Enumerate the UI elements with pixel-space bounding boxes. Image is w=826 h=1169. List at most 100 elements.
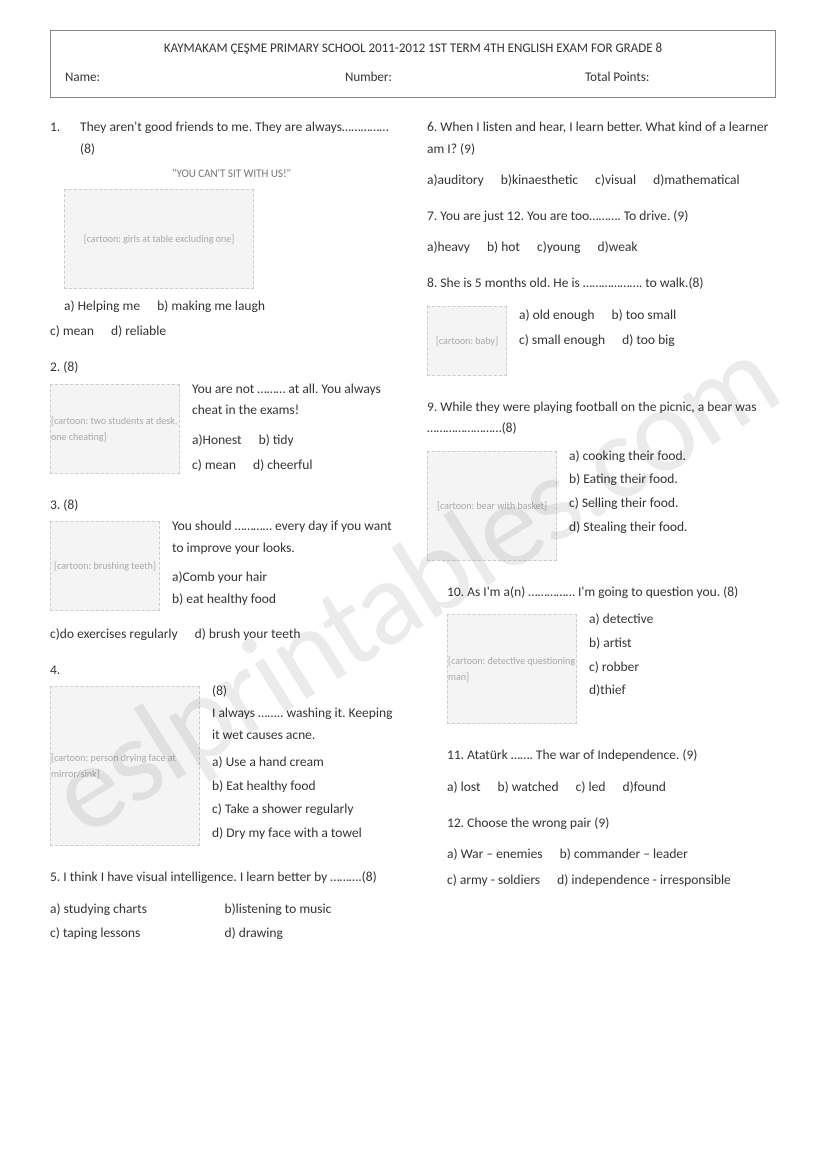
q1-opt-b: b) making me laugh [157, 295, 265, 317]
q8-opt-d: d) too big [622, 329, 674, 351]
q11-text: 11. Atatürk ……. The war of Independence.… [427, 744, 776, 766]
q11-opt-a: a) lost [447, 776, 480, 798]
q3-opt-d: d) brush your teeth [195, 623, 301, 645]
question-1: 1. They aren't good friends to me. They … [50, 116, 399, 342]
q7-opt-c: c)young [537, 236, 580, 258]
question-9: 9. While they were playing football on t… [427, 396, 776, 567]
q1-text: They aren't good friends to me. They are… [80, 116, 399, 159]
q4-opt-c: c) Take a shower regularly [212, 798, 399, 820]
q2-text: You are not ……… at all. You always cheat… [192, 378, 399, 421]
q3-image: [cartoon: brushing teeth] [50, 521, 160, 611]
q2-image: [cartoon: two students at desk, one chea… [50, 384, 180, 474]
q9-opt-a: a) cooking their food. [569, 445, 776, 467]
q8-opt-c: c) small enough [519, 329, 605, 351]
q1-opt-d: d) reliable [111, 320, 166, 342]
q9-opt-c: c) Selling their food. [569, 492, 776, 514]
q11-opt-d: d)found [622, 776, 665, 798]
q3-text: You should ………… every day if you want to… [172, 515, 399, 558]
q6-opt-b: b)kinaesthetic [501, 169, 578, 191]
q8-text: 8. She is 5 months old. He is ………………. to… [427, 272, 776, 294]
q9-image: [cartoon: bear with basket] [427, 451, 557, 561]
q12-opt-b: b) commander – leader [560, 843, 688, 865]
q4-text: I always …….. washing it. Keeping it wet… [212, 702, 399, 745]
q4-image: [cartoon: person drying face at mirror/s… [50, 686, 200, 846]
question-5: 5. I think I have visual intelligence. I… [50, 866, 399, 945]
question-8: 8. She is 5 months old. He is ………………. to… [427, 272, 776, 382]
q8-opt-a: a) old enough [519, 304, 594, 326]
q6-opt-d: d)mathematical [653, 169, 739, 191]
q5-text: 5. I think I have visual intelligence. I… [50, 866, 399, 888]
q12-options: a) War – enemies b) commander – leader c… [427, 843, 776, 890]
q9-options: a) cooking their food. b) Eating their f… [569, 445, 776, 539]
q4-points: (8) [212, 680, 399, 702]
q4-opt-b: b) Eat healthy food [212, 775, 399, 797]
q5-opt-d: d) drawing [225, 922, 400, 944]
q4-opt-d: d) Dry my face with a towel [212, 822, 399, 844]
q1-opt-a: a) Helping me [64, 295, 140, 317]
q6-text: 6. When I listen and hear, I learn bette… [427, 116, 776, 159]
number-label: Number: [345, 70, 585, 85]
q12-opt-a: a) War – enemies [447, 843, 543, 865]
left-column: 1. They aren't good friends to me. They … [50, 116, 399, 959]
q5-opt-b: b)listening to music [225, 898, 400, 920]
q4-number: 4. [50, 659, 399, 681]
q10-opt-a: a) detective [589, 608, 776, 630]
q2-opt-c: c) mean [192, 454, 236, 476]
q2-opt-d: d) cheerful [253, 454, 313, 476]
q3-number: 3. (8) [50, 494, 399, 516]
header-box: KAYMAKAM ÇEŞME PRIMARY SCHOOL 2011-2012 … [50, 30, 776, 98]
q5-options: a) studying charts b)listening to music … [50, 898, 399, 945]
q10-options: a) detective b) artist c) robber d)thief [589, 608, 776, 702]
q8-image: [cartoon: baby] [427, 306, 507, 376]
q10-opt-c: c) robber [589, 656, 776, 678]
q10-opt-d: d)thief [589, 679, 776, 701]
q1-caption: "YOU CAN'T SIT WITH US!" [64, 165, 399, 183]
q7-opt-d: d)weak [598, 236, 638, 258]
q1-options: a) Helping me b) making me laugh [50, 295, 399, 317]
question-2: 2. (8) [cartoon: two students at desk, o… [50, 356, 399, 480]
q4-options: a) Use a hand cream b) Eat healthy food … [212, 751, 399, 843]
q10-opt-b: b) artist [589, 632, 776, 654]
question-3: 3. (8) [cartoon: brushing teeth] You sho… [50, 494, 399, 645]
question-10: 10. As I'm a(n) …………… I'm going to quest… [427, 581, 776, 731]
q7-text: 7. You are just 12. You are too………. To d… [427, 205, 776, 227]
q1-image: [cartoon: girls at table excluding one] [64, 189, 254, 289]
q10-text: 10. As I'm a(n) …………… I'm going to quest… [427, 581, 776, 603]
q2-options: a)Honest b) tidy [192, 429, 399, 451]
q4-opt-a: a) Use a hand cream [212, 751, 399, 773]
q7-opt-b: b) hot [487, 236, 520, 258]
q9-opt-b: b) Eating their food. [569, 468, 776, 490]
q11-opt-c: c) led [576, 776, 606, 798]
q12-opt-d: d) independence - irresponsible [557, 869, 731, 891]
q6-opt-a: a)auditory [427, 169, 484, 191]
question-7: 7. You are just 12. You are too………. To d… [427, 205, 776, 258]
question-11: 11. Atatürk ……. The war of Independence.… [427, 744, 776, 797]
question-6: 6. When I listen and hear, I learn bette… [427, 116, 776, 191]
q1-number: 1. [50, 116, 68, 138]
q10-image: [cartoon: detective questioning man] [447, 614, 577, 724]
q5-opt-a: a) studying charts [50, 898, 225, 920]
question-4: 4. [cartoon: person drying face at mirro… [50, 659, 399, 853]
right-column: 6. When I listen and hear, I learn bette… [427, 116, 776, 959]
q9-opt-d: d) Stealing their food. [569, 516, 776, 538]
name-label: Name: [65, 70, 345, 85]
q12-opt-c: c) army - soldiers [447, 869, 540, 891]
question-12: 12. Choose the wrong pair (9) a) War – e… [427, 812, 776, 891]
q12-text: 12. Choose the wrong pair (9) [427, 812, 776, 834]
q3-opt-a: a)Comb your hair [172, 566, 399, 588]
q7-opt-a: a)heavy [427, 236, 470, 258]
q3-opt-c: c)do exercises regularly [50, 623, 178, 645]
q3-options-cd: c)do exercises regularly d) brush your t… [50, 623, 399, 645]
q11-options: a) lost b) watched c) led d)found [427, 776, 776, 798]
q8-opt-b: b) too small [612, 304, 677, 326]
exam-title: KAYMAKAM ÇEŞME PRIMARY SCHOOL 2011-2012 … [65, 41, 761, 56]
points-label: Total Points: [585, 70, 649, 85]
q3-opt-b: b) eat healthy food [172, 588, 399, 610]
q1-options-2: c) mean d) reliable [50, 320, 399, 342]
q6-options: a)auditory b)kinaesthetic c)visual d)mat… [427, 169, 776, 191]
header-fields: Name: Number: Total Points: [65, 70, 761, 85]
q2-number: 2. (8) [50, 356, 399, 378]
q11-opt-b: b) watched [498, 776, 559, 798]
q2-opt-a: a)Honest [192, 429, 242, 451]
q1-opt-c: c) mean [50, 320, 94, 342]
